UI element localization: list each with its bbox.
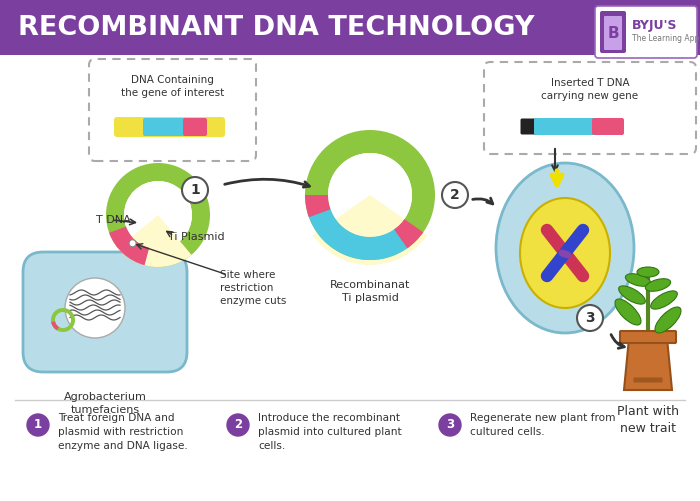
Wedge shape	[118, 231, 191, 267]
Wedge shape	[305, 195, 330, 217]
Text: Inserted T DNA
carrying new gene: Inserted T DNA carrying new gene	[541, 78, 638, 101]
Wedge shape	[134, 215, 178, 247]
Circle shape	[129, 240, 136, 246]
Text: 3: 3	[585, 311, 595, 325]
Ellipse shape	[651, 291, 678, 309]
Bar	[0, 0, 700, 55]
Text: The Learning App: The Learning App	[632, 34, 699, 43]
Polygon shape	[624, 338, 672, 390]
Text: B: B	[607, 26, 619, 41]
Circle shape	[182, 177, 208, 203]
Wedge shape	[51, 308, 75, 332]
Wedge shape	[106, 163, 210, 267]
FancyBboxPatch shape	[23, 252, 187, 372]
Circle shape	[577, 305, 603, 331]
FancyBboxPatch shape	[634, 377, 662, 382]
Circle shape	[328, 153, 412, 237]
Ellipse shape	[625, 274, 650, 286]
Text: Site where
restriction
enzyme cuts: Site where restriction enzyme cuts	[220, 270, 286, 306]
Text: Agrobacterium
tumefaciens: Agrobacterium tumefaciens	[64, 392, 146, 415]
Ellipse shape	[496, 163, 634, 333]
Text: T DNA: T DNA	[96, 215, 131, 225]
Circle shape	[442, 182, 468, 208]
FancyBboxPatch shape	[89, 59, 256, 161]
Text: Regenerate new plant from
cultured cells.: Regenerate new plant from cultured cells…	[470, 413, 615, 437]
Wedge shape	[335, 195, 405, 237]
Text: Plant with
new trait: Plant with new trait	[617, 405, 679, 435]
Text: 2: 2	[450, 188, 460, 202]
Wedge shape	[109, 226, 149, 265]
Text: 3: 3	[446, 418, 454, 431]
FancyBboxPatch shape	[534, 118, 598, 135]
FancyBboxPatch shape	[143, 118, 199, 136]
Ellipse shape	[520, 198, 610, 308]
FancyBboxPatch shape	[600, 11, 626, 53]
FancyBboxPatch shape	[592, 118, 624, 135]
Text: 2: 2	[234, 418, 242, 431]
Wedge shape	[313, 195, 427, 265]
FancyBboxPatch shape	[183, 118, 207, 136]
Text: Introduce the recombinant
plasmid into cultured plant
cells.: Introduce the recombinant plasmid into c…	[258, 413, 402, 451]
Wedge shape	[307, 206, 412, 260]
Ellipse shape	[637, 267, 659, 277]
Ellipse shape	[645, 279, 671, 291]
Ellipse shape	[655, 307, 681, 333]
Text: Recombinanat
Ti plasmid: Recombinanat Ti plasmid	[330, 280, 410, 303]
FancyBboxPatch shape	[484, 62, 696, 154]
Circle shape	[227, 414, 249, 436]
Text: BYJU'S: BYJU'S	[632, 19, 678, 32]
FancyBboxPatch shape	[521, 119, 538, 134]
Text: Treat foreign DNA and
plasmid with restriction
enzyme and DNA ligase.: Treat foreign DNA and plasmid with restr…	[58, 413, 188, 451]
Circle shape	[65, 278, 125, 338]
FancyBboxPatch shape	[114, 117, 225, 137]
FancyBboxPatch shape	[595, 6, 697, 58]
Text: 1: 1	[34, 418, 42, 431]
Wedge shape	[394, 219, 424, 248]
Circle shape	[439, 414, 461, 436]
Wedge shape	[51, 321, 59, 330]
Ellipse shape	[619, 286, 645, 304]
FancyBboxPatch shape	[604, 16, 622, 50]
Text: DNA Containing
the gene of interest: DNA Containing the gene of interest	[121, 75, 224, 98]
FancyBboxPatch shape	[620, 331, 676, 343]
Text: 1: 1	[190, 183, 200, 197]
Text: RECOMBINANT DNA TECHNOLOGY: RECOMBINANT DNA TECHNOLOGY	[18, 15, 535, 41]
Circle shape	[124, 181, 192, 249]
Wedge shape	[305, 130, 435, 260]
Ellipse shape	[615, 299, 641, 325]
Circle shape	[27, 414, 49, 436]
Text: Ti Plasmid: Ti Plasmid	[168, 232, 225, 242]
